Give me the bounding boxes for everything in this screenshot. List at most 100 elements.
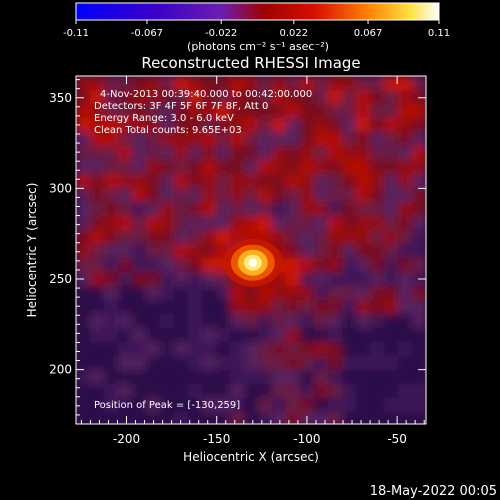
heatmap-cell bbox=[412, 118, 426, 133]
x-tick-label: -150 bbox=[203, 432, 230, 446]
heatmap-cell bbox=[188, 286, 203, 301]
heatmap-cell bbox=[356, 118, 371, 133]
heatmap-cell bbox=[342, 146, 357, 161]
heatmap-cell bbox=[90, 272, 105, 287]
heatmap-cell bbox=[160, 188, 175, 203]
heatmap-cell bbox=[412, 300, 426, 315]
heatmap-cell bbox=[104, 216, 119, 231]
heatmap-cell bbox=[286, 188, 301, 203]
heatmap-cell bbox=[174, 412, 189, 424]
heatmap-cell bbox=[342, 370, 357, 385]
heatmap-cell bbox=[174, 258, 189, 273]
heatmap-cell bbox=[398, 356, 413, 371]
heatmap-cell bbox=[146, 216, 161, 231]
heatmap-cell bbox=[314, 174, 329, 189]
heatmap-cell bbox=[202, 286, 217, 301]
heatmap-cell bbox=[384, 160, 399, 175]
peak-contour bbox=[248, 258, 257, 267]
heatmap-cell bbox=[174, 356, 189, 371]
heatmap-cell bbox=[286, 314, 301, 329]
heatmap-cell bbox=[188, 174, 203, 189]
heatmap-cell bbox=[412, 104, 426, 119]
heatmap-cell bbox=[398, 104, 413, 119]
heatmap-cell bbox=[342, 328, 357, 343]
heatmap-cell bbox=[328, 76, 343, 91]
heatmap-cell bbox=[90, 286, 105, 301]
heatmap-cell bbox=[104, 412, 119, 424]
colorbar-tick-label: -0.067 bbox=[131, 28, 163, 39]
heatmap-cell bbox=[104, 132, 119, 147]
heatmap-cell bbox=[342, 76, 357, 91]
heatmap-cell bbox=[132, 118, 147, 133]
x-tick-label: -50 bbox=[387, 432, 407, 446]
heatmap-cell bbox=[188, 328, 203, 343]
heatmap-cell bbox=[370, 244, 385, 259]
heatmap-cell bbox=[174, 370, 189, 385]
heatmap-cell bbox=[188, 76, 203, 91]
heatmap-cell bbox=[412, 174, 426, 189]
heatmap-cell bbox=[412, 286, 426, 301]
heatmap-cell bbox=[286, 412, 301, 424]
annotation-line: Clean Total counts: 9.65E+03 bbox=[94, 125, 242, 136]
heatmap-cell bbox=[216, 160, 231, 175]
heatmap-cell bbox=[258, 174, 273, 189]
heatmap-cell bbox=[398, 370, 413, 385]
heatmap-cell bbox=[160, 286, 175, 301]
colorbar-tick-label: 0.022 bbox=[279, 28, 308, 39]
heatmap-cell bbox=[342, 412, 357, 424]
heatmap-cell bbox=[244, 188, 259, 203]
timestamp: 18-May-2022 00:05 bbox=[370, 484, 497, 499]
heatmap-cell bbox=[398, 90, 413, 105]
heatmap-cell bbox=[132, 188, 147, 203]
heatmap-cell bbox=[258, 342, 273, 357]
heatmap-cell bbox=[244, 356, 259, 371]
heatmap-cell bbox=[174, 230, 189, 245]
heatmap-cell bbox=[90, 132, 105, 147]
heatmap-cell bbox=[76, 398, 91, 413]
heatmap-cell bbox=[384, 398, 399, 413]
heatmap-cell bbox=[202, 146, 217, 161]
heatmap-cell bbox=[300, 370, 315, 385]
x-tick-label: -100 bbox=[293, 432, 320, 446]
heatmap-cell bbox=[342, 118, 357, 133]
heatmap-cell bbox=[230, 160, 245, 175]
heatmap-cell bbox=[328, 272, 343, 287]
heatmap-cell bbox=[412, 314, 426, 329]
heatmap-cell bbox=[202, 356, 217, 371]
heatmap-cell bbox=[118, 188, 133, 203]
heatmap-cell bbox=[104, 146, 119, 161]
heatmap-cell bbox=[146, 314, 161, 329]
heatmap-cell bbox=[314, 202, 329, 217]
heatmap-cell bbox=[202, 314, 217, 329]
heatmap-cell bbox=[188, 146, 203, 161]
heatmap-cell bbox=[132, 398, 147, 413]
heatmap-cell bbox=[188, 356, 203, 371]
heatmap-cell bbox=[230, 384, 245, 399]
heatmap-cell bbox=[132, 76, 147, 91]
heatmap-cell bbox=[146, 118, 161, 133]
heatmap-cell bbox=[76, 146, 91, 161]
heatmap-cell bbox=[90, 412, 105, 424]
heatmap-cell bbox=[328, 314, 343, 329]
heatmap-cell bbox=[146, 230, 161, 245]
heatmap-cell bbox=[118, 258, 133, 273]
heatmap-cell bbox=[314, 90, 329, 105]
heatmap-cell bbox=[160, 160, 175, 175]
heatmap-cell bbox=[370, 272, 385, 287]
heatmap-cell bbox=[398, 244, 413, 259]
heatmap-cell bbox=[356, 76, 371, 91]
heatmap-cell bbox=[174, 314, 189, 329]
heatmap-cell bbox=[370, 356, 385, 371]
heatmap-cell bbox=[160, 384, 175, 399]
heatmap-cell bbox=[286, 146, 301, 161]
heatmap-cell bbox=[174, 398, 189, 413]
heatmap-cell bbox=[132, 104, 147, 119]
heatmap-cell bbox=[216, 398, 231, 413]
heatmap-cell bbox=[300, 76, 315, 91]
heatmap-cell bbox=[90, 370, 105, 385]
heatmap-cell bbox=[384, 244, 399, 259]
heatmap-cell bbox=[272, 230, 287, 245]
heatmap-cell bbox=[356, 342, 371, 357]
heatmap-cell bbox=[132, 314, 147, 329]
heatmap-cell bbox=[398, 132, 413, 147]
